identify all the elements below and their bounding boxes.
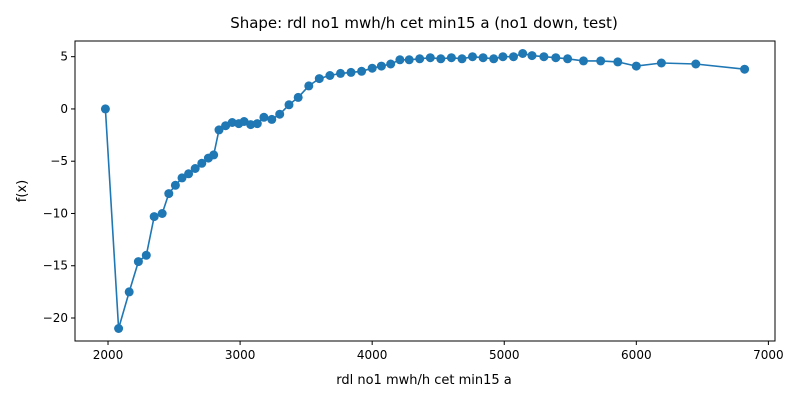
data-point xyxy=(124,287,134,297)
data-point xyxy=(314,74,324,84)
x-tick-label: 7000 xyxy=(753,348,784,362)
y-tick-label: 0 xyxy=(60,102,68,116)
y-tick-label: 5 xyxy=(60,50,68,64)
data-point xyxy=(457,54,467,64)
data-point xyxy=(141,250,151,260)
data-point xyxy=(252,119,262,129)
data-point xyxy=(579,56,588,66)
data-point xyxy=(376,61,386,71)
data-point xyxy=(190,164,200,173)
data-point xyxy=(246,120,256,130)
data-point xyxy=(478,53,488,63)
data-point xyxy=(346,67,356,77)
x-axis-label: rdl no1 mwh/h cet min15 a xyxy=(336,373,512,388)
data-point xyxy=(293,92,303,102)
data-point xyxy=(209,150,219,160)
series-line xyxy=(104,52,745,329)
y-tick-label: −20 xyxy=(43,311,68,325)
y-tick-label: −5 xyxy=(50,154,68,168)
data-point xyxy=(259,112,269,122)
data-point xyxy=(518,49,528,58)
data-point xyxy=(563,54,573,64)
data-point xyxy=(275,109,285,119)
data-point xyxy=(656,58,666,68)
data-point xyxy=(170,180,180,190)
x-tick-label: 4000 xyxy=(357,348,388,362)
data-point xyxy=(539,52,549,62)
data-point xyxy=(395,55,405,65)
data-point xyxy=(551,53,561,63)
data-point xyxy=(631,61,641,71)
data-point xyxy=(304,81,314,91)
data-point xyxy=(613,57,623,67)
data-point xyxy=(357,66,367,76)
data-point xyxy=(336,68,345,78)
data-point xyxy=(267,114,277,124)
data-point xyxy=(415,54,425,64)
data-point xyxy=(133,257,143,267)
data-point xyxy=(489,54,499,64)
data-point xyxy=(498,52,508,62)
data-point xyxy=(100,104,110,114)
x-tick-label: 6000 xyxy=(621,348,652,362)
chart-title: Shape: rdl no1 mwh/h cet min15 a (no1 do… xyxy=(230,14,618,32)
x-tick-label: 5000 xyxy=(489,348,520,362)
data-point xyxy=(325,71,335,80)
y-axis-label: f(x) xyxy=(15,180,30,202)
data-point xyxy=(691,59,701,69)
data-point xyxy=(114,324,124,333)
data-point xyxy=(425,53,435,63)
x-tick-label: 2000 xyxy=(93,348,124,362)
data-point xyxy=(164,189,174,199)
data-point xyxy=(404,55,414,65)
data-point xyxy=(214,125,224,135)
x-tick-label: 3000 xyxy=(225,348,256,362)
data-point xyxy=(149,212,159,222)
data-point xyxy=(446,53,456,63)
y-axis-ticks: 5 0 −5 −10 −15 −20 xyxy=(43,50,75,325)
y-tick-label: −15 xyxy=(43,259,68,273)
data-point xyxy=(740,64,750,74)
data-point xyxy=(284,100,294,110)
data-point xyxy=(527,51,537,61)
x-axis-ticks: 2000 3000 4000 5000 6000 7000 xyxy=(93,341,784,362)
y-tick-label: −10 xyxy=(43,206,68,220)
data-point xyxy=(184,169,194,179)
data-point xyxy=(177,173,187,183)
data-point xyxy=(468,52,477,62)
data-points xyxy=(100,49,750,333)
data-point xyxy=(386,59,396,69)
data-point xyxy=(157,209,167,218)
data-point xyxy=(436,54,446,64)
data-point xyxy=(367,63,377,73)
data-point xyxy=(197,158,207,168)
data-point xyxy=(596,56,606,66)
plot-frame xyxy=(74,40,776,342)
data-point xyxy=(509,52,518,62)
